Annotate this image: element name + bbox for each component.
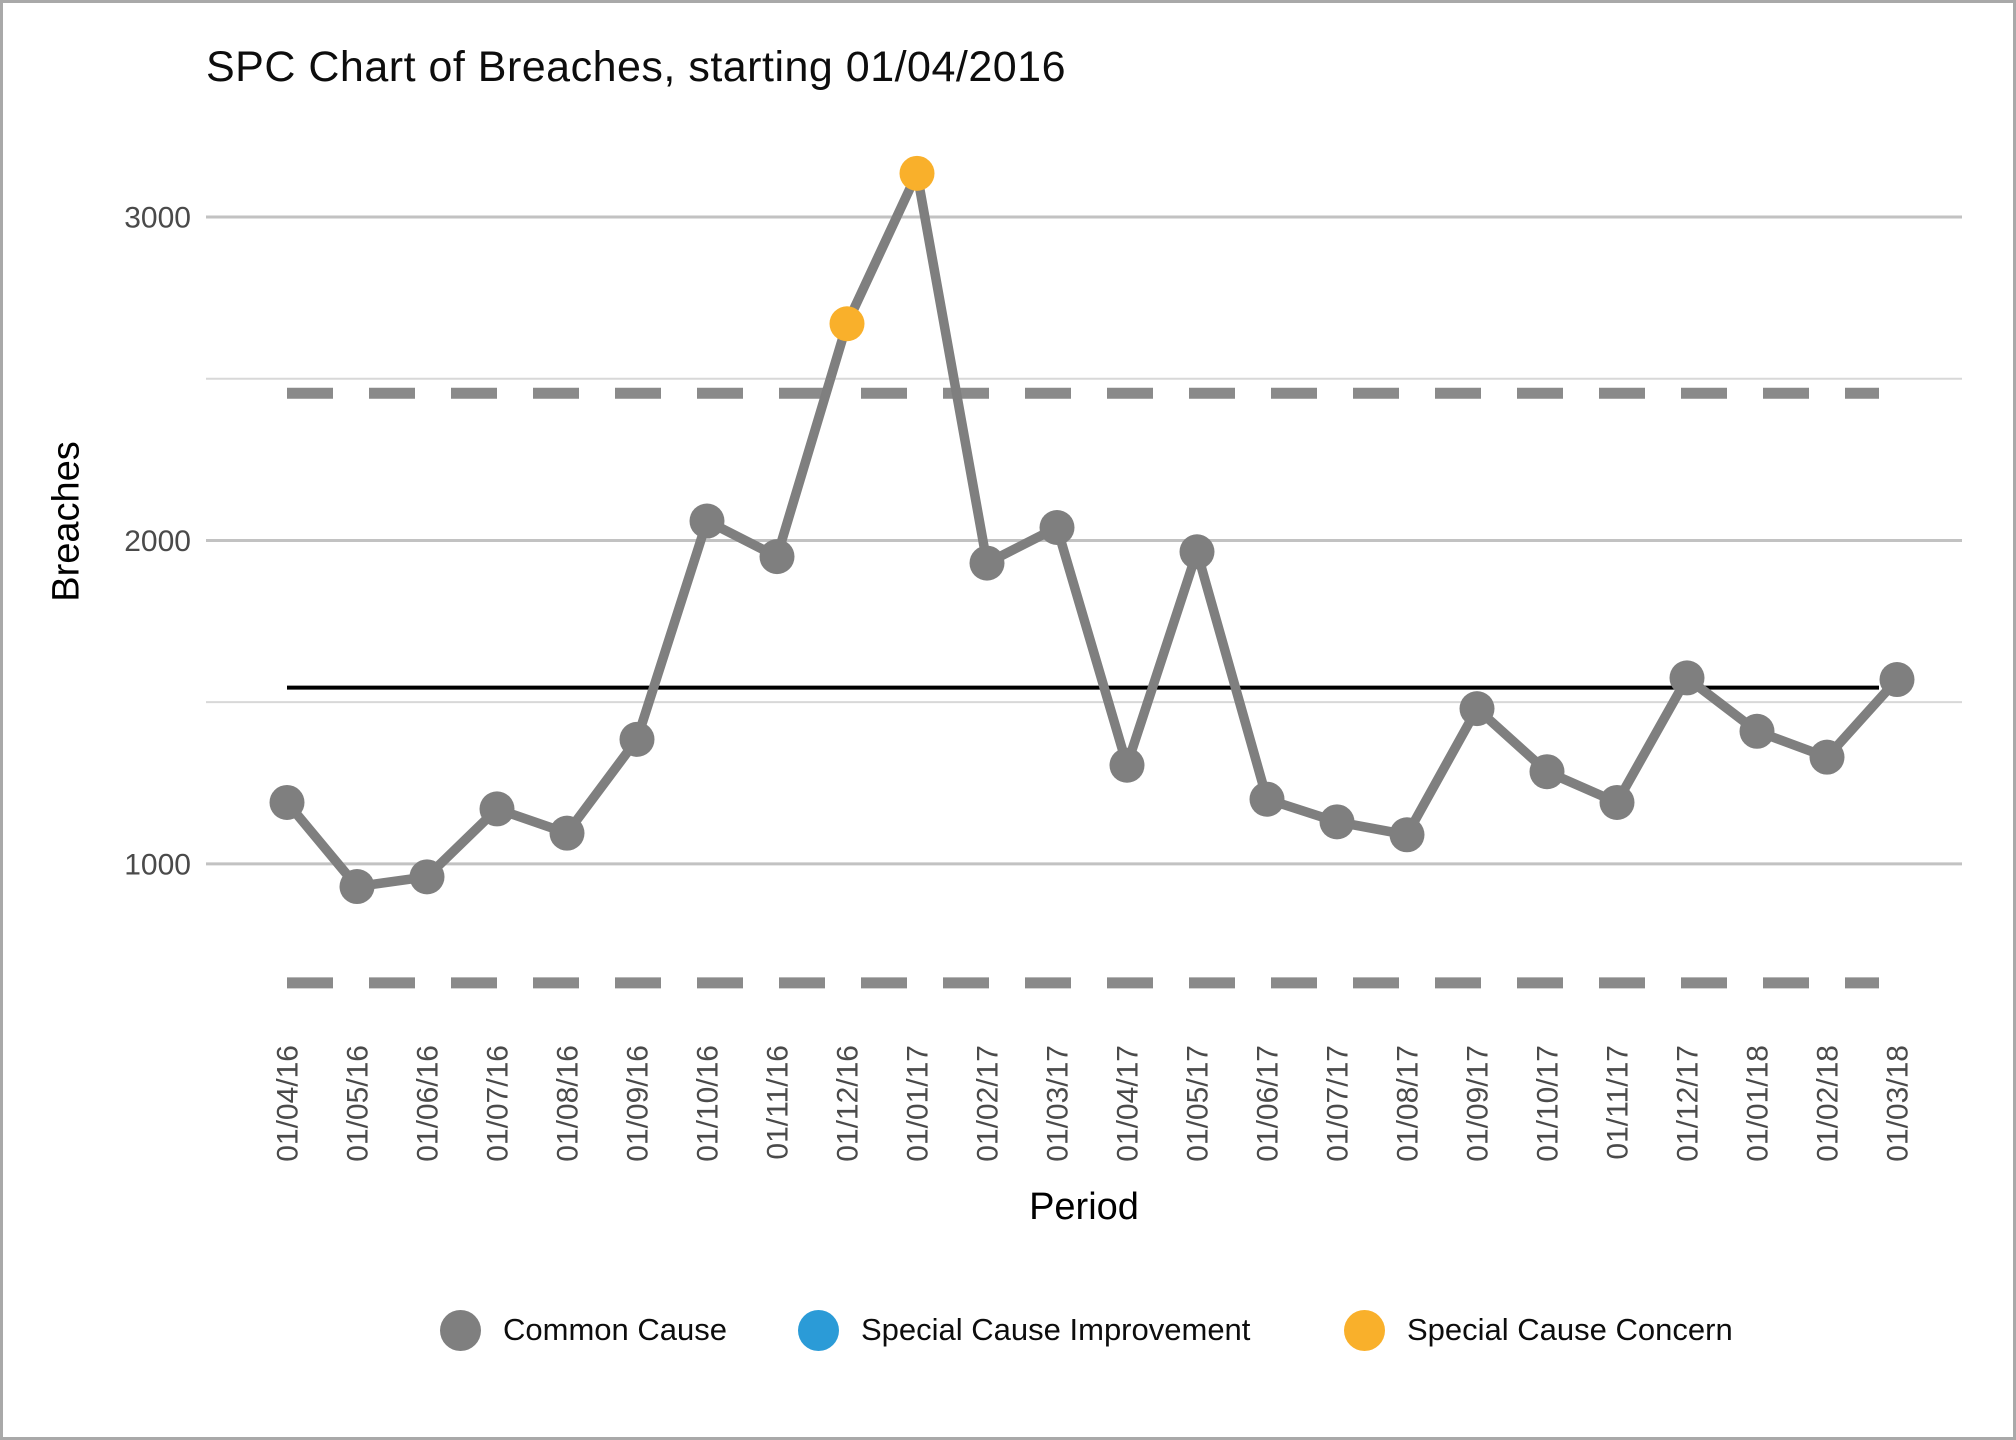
data-point-01/11/17	[1599, 784, 1635, 820]
x-tick-label: 01/03/17	[1042, 1045, 1075, 1162]
x-tick-label: 01/01/17	[902, 1045, 935, 1162]
x-tick-label: 01/06/17	[1252, 1045, 1285, 1162]
x-tick-label: 01/09/17	[1462, 1045, 1495, 1162]
x-tick-label: 01/12/16	[832, 1045, 865, 1162]
y-tick-label: 1000	[124, 848, 191, 881]
x-tick-label: 01/10/16	[692, 1045, 725, 1162]
data-point-01/02/17	[969, 545, 1005, 581]
data-point-01/03/17	[1039, 510, 1075, 546]
data-point-01/10/16	[689, 503, 725, 539]
x-tick-label: 01/02/17	[972, 1045, 1005, 1162]
data-point-01/03/18	[1879, 662, 1915, 698]
x-axis-title: Period	[1029, 1186, 1139, 1228]
x-tick-label: 01/10/17	[1532, 1045, 1565, 1162]
data-point-01/04/17	[1109, 747, 1145, 783]
data-point-01/04/16	[269, 784, 305, 820]
data-point-01/05/16	[339, 869, 375, 905]
data-line	[283, 168, 1901, 892]
x-tick-label: 01/05/17	[1182, 1045, 1215, 1162]
data-point-01/06/17	[1249, 781, 1285, 817]
data-point-01/08/17	[1389, 817, 1425, 853]
data-point-01/01/18	[1739, 713, 1775, 749]
x-tick-label: 01/04/16	[272, 1045, 305, 1162]
x-tick-label: 01/01/18	[1742, 1045, 1775, 1162]
y-tick-label: 3000	[124, 202, 191, 235]
x-tick-label: 01/11/16	[762, 1045, 795, 1160]
chart-legend: Common Cause Special Cause Improvement S…	[3, 1306, 2013, 1366]
data-point-01/01/17	[899, 155, 935, 191]
data-point-01/05/17	[1179, 534, 1215, 570]
x-tick-label: 01/04/17	[1112, 1045, 1145, 1162]
special-cause-improvement-dot-icon	[798, 1309, 839, 1351]
x-tick-label: 01/12/17	[1672, 1045, 1705, 1162]
plot-area: 3000 2000 1000 01/04/16 01/05/16 01/06/16 01/0…	[124, 155, 1962, 1162]
x-tick-label: 01/08/17	[1392, 1045, 1425, 1162]
data-point-01/12/17	[1669, 660, 1705, 696]
x-tick-label: 01/08/16	[552, 1045, 585, 1162]
chart-title: SPC Chart of Breaches, starting 01/04/20…	[206, 43, 1066, 91]
x-tick-label: 01/11/17	[1602, 1045, 1635, 1160]
legend-item-special-cause-concern: Special Cause Concern	[1344, 1306, 1733, 1354]
data-point-01/02/18	[1809, 739, 1845, 775]
data-point-01/06/16	[409, 859, 445, 895]
data-point-01/08/16	[549, 815, 585, 851]
x-tick-label: 01/05/16	[342, 1045, 375, 1162]
legend-label: Special Cause Concern	[1407, 1312, 1733, 1347]
y-tick-label: 2000	[124, 525, 191, 558]
x-tick-label: 01/09/16	[622, 1045, 655, 1162]
data-point-01/07/16	[479, 791, 515, 827]
data-point-01/09/17	[1459, 691, 1495, 727]
legend-item-common-cause: Common Cause	[440, 1306, 727, 1354]
data-point-01/09/16	[619, 721, 655, 757]
data-point-01/12/16	[829, 306, 865, 342]
data-point-01/11/16	[759, 539, 795, 575]
legend-label: Common Cause	[503, 1312, 727, 1347]
data-point-01/07/17	[1319, 804, 1355, 840]
x-tick-label: 01/06/16	[412, 1045, 445, 1162]
x-tick-label: 01/02/18	[1812, 1045, 1845, 1162]
data-point-01/10/17	[1529, 754, 1565, 790]
x-tick-label: 01/07/17	[1322, 1045, 1355, 1162]
legend-item-special-cause-improvement: Special Cause Improvement	[798, 1306, 1250, 1354]
common-cause-dot-icon	[440, 1309, 481, 1351]
x-tick-label: 01/03/18	[1882, 1045, 1915, 1162]
x-tick-label: 01/07/16	[482, 1045, 515, 1162]
legend-label: Special Cause Improvement	[861, 1312, 1251, 1347]
special-cause-concern-dot-icon	[1344, 1309, 1385, 1351]
